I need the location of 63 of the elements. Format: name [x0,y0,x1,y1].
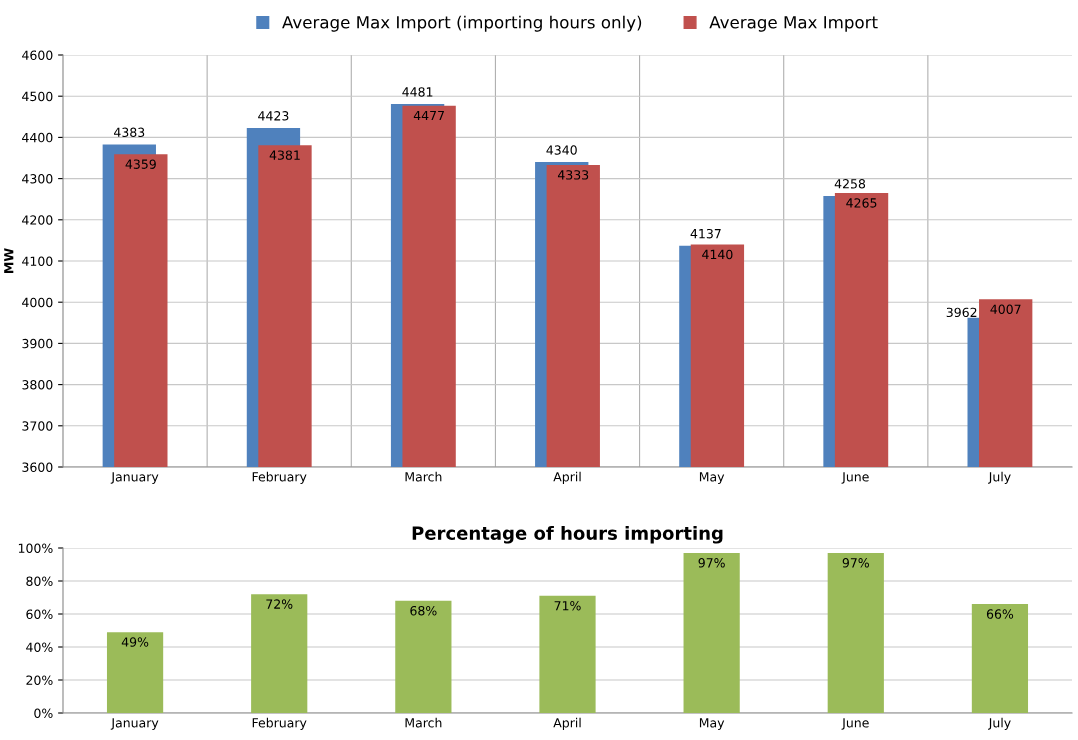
x-tick-label: January [110,718,159,730]
x-tick-label: April [553,717,581,730]
y-axis-title: MW [4,248,14,273]
y-tick-label: 100% [18,543,53,553]
y-tick-label: 0% [34,708,53,718]
y-tick-label: 4600 [22,50,53,60]
bar [395,600,452,713]
x-tick-label: July [988,717,1011,730]
data-label: 4258 [834,179,866,189]
data-label: 4007 [990,304,1021,314]
data-label: 4383 [114,127,145,138]
data-label: 71% [554,601,581,611]
y-tick-label: 40% [26,642,53,652]
data-label: 3962 [946,307,977,318]
bar [827,552,884,713]
data-label: 4340 [546,145,577,155]
data-label: 49% [121,637,149,647]
x-tick-label: June [841,472,869,484]
data-label: 4137 [690,228,721,239]
y-tick-label: 4500 [22,91,53,102]
bar [251,594,308,713]
x-tick-label: February [252,471,307,484]
data-label: 97% [698,558,725,568]
data-label: 4333 [557,170,589,180]
y-tick-label: 4400 [22,132,53,143]
y-tick-label: 60% [26,609,53,619]
y-tick-label: 3700 [22,421,53,431]
data-label: 4140 [702,249,733,260]
y-tick-label: 20% [26,675,53,685]
legend-label: Average Max Import (importing hours only) [282,15,642,32]
x-tick-label: May [699,472,725,484]
bar [683,552,740,713]
data-label: 97% [842,558,869,568]
x-tick-label: May [699,718,725,730]
data-label: 4481 [402,87,433,97]
bar [539,595,596,713]
data-label: 4359 [125,159,156,169]
y-tick-label: 4200 [22,215,53,225]
y-tick-label: 3900 [22,338,53,349]
data-label: 4477 [413,111,444,121]
data-label: 66% [986,609,1014,619]
y-tick-label: 80% [26,576,53,586]
bar [106,632,164,713]
data-label: 4265 [846,198,877,208]
y-tick-label: 4300 [22,174,53,184]
x-tick-label: February [252,717,307,730]
x-tick-label: July [988,471,1011,484]
data-label: 68% [410,605,437,616]
y-tick-label: 4000 [22,297,53,308]
chart-title: Percentage of hours importing [412,525,723,544]
data-label: 72% [266,599,293,609]
x-tick-label: March [405,471,442,482]
legend-label: Average Max Import [709,16,878,32]
x-tick-label: June [841,718,869,730]
bar [971,604,1029,713]
x-tick-label: January [110,472,159,484]
y-tick-label: 4100 [22,256,53,266]
data-label: 4423 [258,111,289,121]
x-tick-label: April [553,471,581,484]
x-tick-label: March [405,717,442,728]
y-tick-label: 3800 [22,380,53,390]
data-label: 4381 [269,150,300,160]
y-tick-label: 3600 [22,462,53,472]
